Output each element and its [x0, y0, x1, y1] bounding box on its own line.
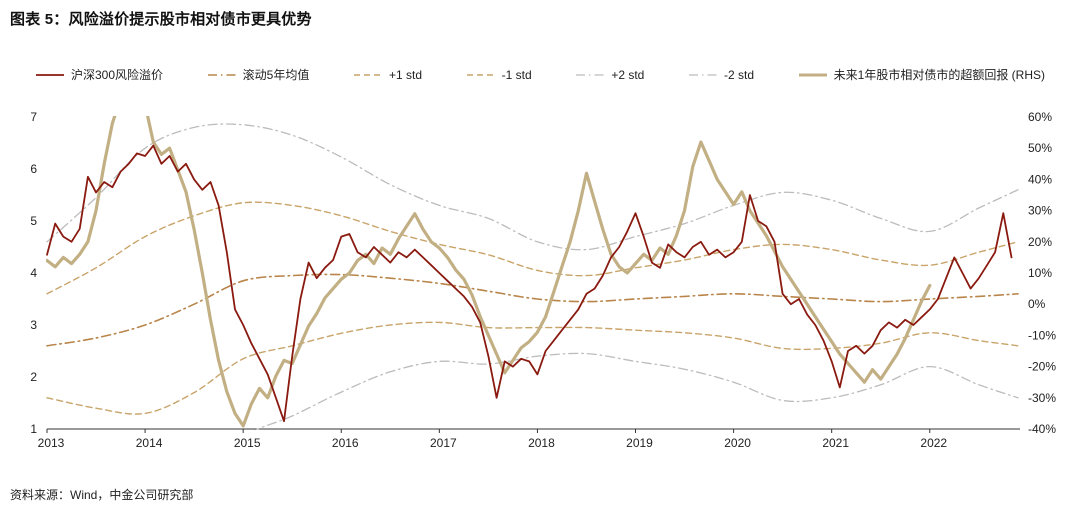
legend-swatch: [36, 73, 64, 76]
y-right-tick-label: 10%: [1028, 266, 1052, 280]
series-line: [46, 273, 1019, 347]
y-right-tick-label: 20%: [1028, 235, 1052, 249]
y-right-tick-label: 50%: [1028, 141, 1052, 155]
y-left-tick-label: 2: [30, 370, 37, 384]
legend-swatch: [207, 73, 236, 76]
series-line: [46, 144, 1013, 423]
y-right-tick-label: -20%: [1028, 360, 1056, 374]
legend-label: 未来1年股市相对债市的超额回报 (RHS): [833, 68, 1045, 82]
y-left-tick-label: 7: [30, 110, 37, 124]
legend-item: 未来1年股市相对债市的超额回报 (RHS): [798, 66, 1045, 83]
y-right-tick-label: 40%: [1028, 172, 1052, 186]
x-tick-label: 2021: [822, 436, 849, 450]
y-right-tick-label: 30%: [1028, 204, 1052, 218]
legend-item: 沪深300风险溢价: [35, 66, 163, 83]
legend-swatch: [798, 73, 827, 76]
y-right-tick-label: -10%: [1028, 328, 1056, 342]
legend-item: -2 std: [688, 68, 754, 82]
page-title: 图表 5：风险溢价提示股市相对债市更具优势: [10, 11, 312, 28]
x-tick-label: 2020: [724, 436, 751, 450]
x-tick-label: 2016: [332, 436, 359, 450]
legend-swatch: [576, 73, 605, 76]
legend-label: 沪深300风险溢价: [71, 68, 164, 82]
legend-swatch: [689, 73, 717, 76]
y-right-tick-label: 0%: [1028, 297, 1046, 311]
legend-label: -2 std: [724, 67, 755, 82]
y-right-tick-label: -30%: [1028, 391, 1056, 405]
legend-swatch: [354, 73, 382, 76]
chart-legend: 沪深300风险溢价 滚动5年均值 +1 std -1 std +2 std -2 std 未…: [35, 66, 1045, 83]
series-line: [46, 201, 1019, 295]
legend-item: -1 std: [466, 68, 532, 82]
x-tick-label: 2017: [430, 436, 457, 450]
legend-label: +2 std: [611, 67, 645, 82]
series-line: [46, 123, 1019, 251]
y-left-tick-label: 1: [30, 422, 37, 436]
y-left-tick-label: 4: [30, 266, 37, 280]
source-note: 资料来源：Wind，中金公司研究部: [10, 488, 194, 502]
legend-label: -1 std: [501, 67, 532, 82]
series-line: [254, 352, 1019, 430]
series-line: [46, 321, 1019, 415]
legend-label: 滚动5年均值: [242, 68, 310, 82]
x-tick-label: 2022: [920, 436, 947, 450]
y-left-tick-label: 5: [30, 214, 37, 228]
series-line: [46, 116, 932, 428]
legend-label: +1 std: [389, 67, 423, 82]
x-tick-label: 2014: [136, 436, 163, 450]
y-left-tick-label: 3: [30, 318, 37, 332]
y-right-tick-label: -40%: [1028, 422, 1056, 436]
legend-item: 滚动5年均值: [207, 66, 310, 83]
x-tick-label: 2015: [234, 436, 261, 450]
x-tick-label: 2018: [528, 436, 555, 450]
y-left-tick-label: 6: [30, 162, 37, 176]
legend-swatch: [466, 73, 495, 76]
legend-item: +1 std: [353, 68, 422, 82]
y-right-tick-label: 60%: [1028, 110, 1052, 124]
legend-item: +2 std: [575, 68, 644, 82]
x-tick-label: 2013: [38, 436, 65, 450]
x-tick-label: 2019: [626, 436, 653, 450]
